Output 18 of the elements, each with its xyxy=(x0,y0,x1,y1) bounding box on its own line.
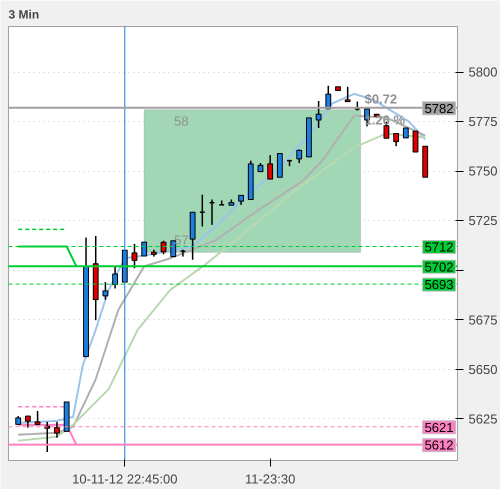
ref-line-label: 5612 xyxy=(424,438,454,453)
y-tick-label: 5625 xyxy=(468,411,498,426)
ref-line-label: 5693 xyxy=(424,277,454,292)
chart-title: 3 Min xyxy=(8,8,40,22)
y-tick-label: 5650 xyxy=(468,362,498,377)
ref-line-label: 5621 xyxy=(424,420,454,435)
annotation: 58 xyxy=(174,114,189,129)
annotation: 57 xyxy=(174,232,189,248)
ref-line-label: 5702 xyxy=(424,259,454,274)
y-tick-label: 5775 xyxy=(468,114,498,130)
ref-line-label: 5712 xyxy=(424,239,454,254)
y-tick-label: 5800 xyxy=(468,64,498,80)
x-tick-label: 11-23:30 xyxy=(244,472,296,486)
y-tick-label: 5725 xyxy=(468,213,498,228)
x-tick-label: 10-11-12 22:45:00 xyxy=(72,472,178,486)
y-tick-label: 5750 xyxy=(468,164,498,179)
ref-line-label: 5782 xyxy=(424,100,454,116)
y-tick-label: 5675 xyxy=(468,312,498,328)
